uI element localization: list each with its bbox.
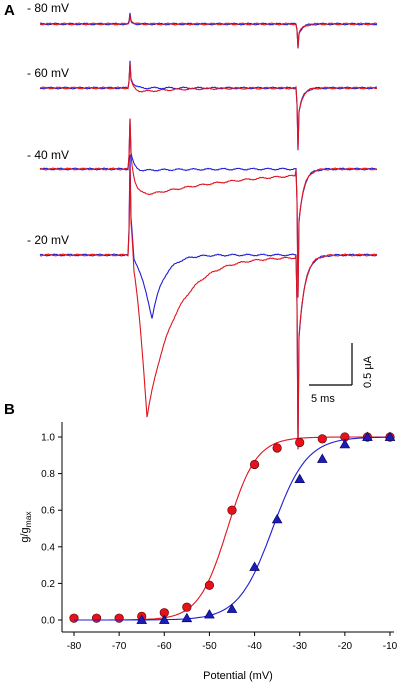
red-data-point <box>204 580 215 590</box>
blue-data-point <box>384 431 396 441</box>
blue-fit-curve <box>74 436 390 621</box>
red-fit-curve <box>74 436 390 621</box>
panel-a-letter: A <box>4 2 15 19</box>
red-data-point <box>91 613 102 623</box>
y-tick-label: 0.6 <box>41 506 55 517</box>
x-tick-label: -20 <box>338 641 353 652</box>
y-tick-label: 0.4 <box>41 542 55 553</box>
x-tick-label: -30 <box>292 641 307 652</box>
red-trace <box>39 118 378 298</box>
y-tick-label: 0.2 <box>41 579 55 590</box>
x-tick-label: -10 <box>383 641 398 652</box>
blue-data-point <box>316 453 328 463</box>
blue-data-point <box>204 609 215 619</box>
sweep-label: - 60 mV <box>27 66 69 80</box>
red-trace <box>39 166 378 449</box>
blue-trace <box>39 154 378 450</box>
panel-a-traces: - 80 mV - 60 mV - 40 mV - 20 mV <box>27 1 378 450</box>
red-data-point <box>182 602 192 612</box>
x-axis-label: Potential (mV) <box>203 670 273 682</box>
y-tick-label: 1.0 <box>41 433 55 444</box>
x-tick-label: -70 <box>112 641 127 652</box>
sweep-label: - 20 mV <box>27 233 69 247</box>
blue-data-point <box>181 612 193 623</box>
blue-data-point <box>294 473 306 483</box>
red-data-point <box>249 459 260 470</box>
red-data-point <box>114 613 124 623</box>
blue-data-point <box>136 614 148 624</box>
scale-bar-current-label: 0.5 μA <box>362 355 374 388</box>
red-data-point <box>272 443 282 453</box>
blue-data-point <box>226 603 238 613</box>
red-trace <box>39 15 378 48</box>
x-tick-label: -80 <box>67 641 82 652</box>
panel-b-letter: B <box>4 401 15 418</box>
x-tick-label: -60 <box>157 641 172 652</box>
y-axis-label-subscript: max <box>23 511 33 528</box>
red-data-point <box>227 505 237 515</box>
y-tick-label: 0.8 <box>41 469 55 480</box>
scale-bar: 5 ms 0.5 μA <box>309 343 374 405</box>
blue-trace <box>39 12 378 49</box>
blue-trace <box>39 60 378 151</box>
red-trace <box>39 63 378 150</box>
x-tick-label: -40 <box>247 641 262 652</box>
blue-data-point <box>339 438 351 449</box>
red-data-point <box>317 434 327 444</box>
scale-bar-time-label: 5 ms <box>311 393 335 405</box>
sweep-label: - 80 mV <box>27 1 69 15</box>
blue-data-point <box>249 561 260 571</box>
x-tick-label: -50 <box>202 641 217 652</box>
y-tick-label: 0.0 <box>41 616 55 627</box>
panel-b-plot: -80 -70 -60 -50 -40 -30 -20 -10 0.0 0.2 0.4 0.6 0.8 1… <box>19 422 398 682</box>
sweep-label: - 40 mV <box>27 148 69 162</box>
red-data-point <box>69 613 79 623</box>
red-data-point <box>295 437 305 448</box>
blue-data-point <box>271 513 283 524</box>
y-axis-label: g/gmax <box>19 511 33 543</box>
blue-data-point <box>158 614 170 624</box>
blue-trace <box>39 118 378 297</box>
blue-data-point <box>362 431 373 441</box>
